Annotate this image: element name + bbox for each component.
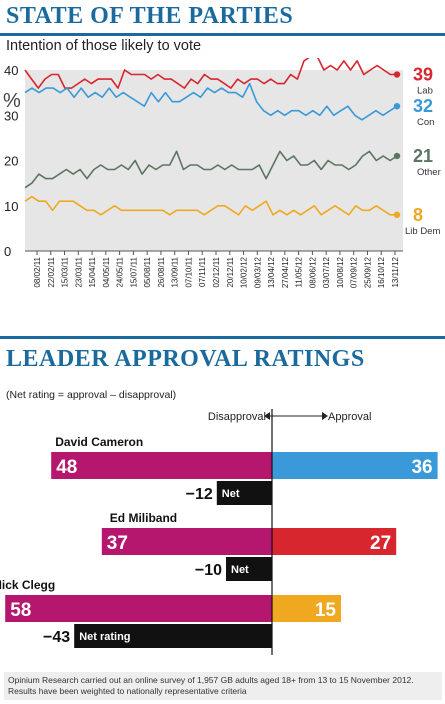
leader-name: Ed Miliband	[110, 511, 177, 525]
top-divider	[0, 33, 445, 36]
disapproval-label: Disapproval	[208, 411, 266, 423]
approval-bar	[272, 528, 397, 555]
x-tick-label: 15/04/11	[88, 256, 97, 287]
voting-intention-line-chart: 0 10 20 30 40% 08/02/11 22/02/11 15/03/11 23/03/…	[3, 58, 441, 288]
series-line-con	[24, 82, 398, 121]
net-rating-value: −43	[43, 629, 70, 646]
x-tick-label: 03/07/12	[322, 256, 331, 288]
mid-divider	[0, 336, 445, 339]
x-tick-label: 07/11/11	[198, 256, 207, 287]
disapproval-arrow-head	[264, 412, 270, 420]
series-final-value-lab: 39	[413, 65, 433, 85]
x-tick-label: 20/12/11	[226, 256, 235, 287]
x-tick-label: 09/03/12	[253, 256, 262, 288]
x-tick-label: 07/09/12	[350, 256, 359, 288]
x-tick-label: 13/09/11	[171, 256, 180, 287]
net-rating-value: −12	[186, 486, 213, 503]
x-tick-label: 26/08/11	[157, 256, 166, 287]
approval-chart-title: LEADER APPROVAL RATINGS	[6, 346, 365, 372]
leader-name: Nick Clegg	[0, 578, 55, 592]
x-tick-label: 07/10/11	[184, 256, 193, 287]
series-final-value-other: 21	[413, 146, 433, 166]
net-rating-value: −10	[195, 562, 222, 579]
leader-approval-bar-chart: Disapproval Approval David Cameron 48 36 −12 N…	[0, 409, 438, 655]
net-rating-label: Net	[222, 488, 240, 500]
net-rating-label: Net rating	[79, 631, 130, 643]
disapproval-bar	[101, 528, 272, 555]
x-tick-label: 25/09/12	[363, 256, 372, 288]
series-end-marker-lab	[393, 71, 401, 78]
x-tick-label: 22/02/11	[47, 256, 56, 287]
footnote-line-2: Results have been weighted to nationally…	[8, 686, 247, 696]
approval-label: Approval	[328, 411, 371, 423]
disapproval-value: 37	[107, 533, 128, 554]
y-tick-label: 20	[4, 154, 18, 169]
series-end-marker-other	[393, 152, 401, 160]
x-tick-label: 11/05/12	[295, 256, 304, 287]
series-line-lab	[24, 58, 397, 89]
approval-value: 36	[411, 457, 432, 478]
series-line-other	[24, 150, 398, 189]
y-tick-label: 40	[4, 63, 18, 78]
approval-value: 15	[315, 600, 337, 621]
x-tick-label: 02/12/11	[212, 256, 221, 287]
parties-chart-subtitle: Intention of those likely to vote	[6, 38, 202, 54]
net-rating-label: Net	[231, 564, 249, 576]
x-tick-label: 27/04/12	[281, 256, 290, 288]
x-tick-label: 08/02/11	[33, 256, 42, 287]
x-tick-label: 08/06/12	[308, 256, 317, 288]
y-unit-label: %	[3, 90, 21, 112]
source-footnote: Opinium Research carried out an online s…	[4, 672, 442, 700]
series-end-marker-libdem	[393, 211, 401, 218]
series-final-value-libdem: 8	[413, 205, 423, 225]
series-name-lab: Lab	[417, 86, 433, 97]
series-name-con: Con	[417, 117, 434, 128]
disapproval-value: 48	[56, 457, 77, 478]
plot-background	[25, 70, 403, 251]
y-tick-label: 0	[4, 244, 11, 259]
x-tick-label: 16/10/12	[377, 256, 386, 288]
parties-chart-title: STATE OF THE PARTIES	[6, 3, 294, 29]
x-tick-label: 10/08/12	[336, 256, 345, 288]
x-tick-label: 05/08/11	[143, 256, 152, 287]
net-rating-bar	[216, 481, 272, 505]
y-tick-label: 30	[4, 108, 18, 123]
approval-arrow-head	[322, 412, 328, 420]
approval-value: 27	[370, 533, 391, 554]
approval-bar	[272, 595, 341, 622]
net-rating-note: (Net rating = approval – disapproval)	[6, 389, 177, 401]
series-name-other: Other	[417, 167, 441, 178]
x-tick-label: 15/07/11	[129, 256, 138, 287]
x-tick-label: 13/11/12	[391, 256, 400, 287]
footnote-line-1: Opinium Research carried out an online s…	[8, 675, 414, 685]
x-tick-label: 24/05/11	[116, 256, 125, 287]
series-end-marker-con	[393, 103, 401, 110]
disapproval-bar	[51, 452, 273, 479]
series-name-libdem: Lib Dem	[405, 226, 440, 237]
x-tick-label: 15/03/11	[61, 256, 70, 287]
leader-name: David Cameron	[55, 435, 143, 449]
series-final-value-con: 32	[413, 96, 433, 116]
series-line-libdem	[24, 195, 397, 216]
x-tick-label: 13/04/12	[267, 256, 276, 288]
y-tick-label: 10	[4, 199, 18, 214]
disapproval-value: 58	[10, 600, 31, 621]
x-tick-label: 10/02/12	[240, 256, 249, 288]
x-tick-label: 04/05/11	[102, 256, 111, 287]
approval-bar	[272, 452, 438, 479]
disapproval-bar	[5, 595, 272, 622]
net-rating-bar	[74, 624, 272, 648]
x-tick-label: 23/03/11	[74, 256, 83, 287]
net-rating-bar	[226, 557, 272, 581]
